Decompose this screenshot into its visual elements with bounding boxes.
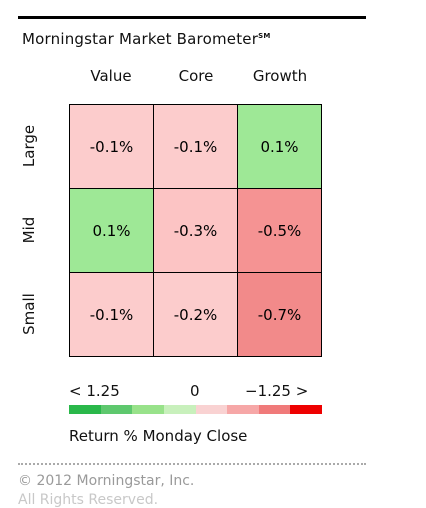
cell-value-label: -0.7% xyxy=(257,305,302,324)
cell-value-label: 0.1% xyxy=(92,221,131,240)
scale-swatch-5 xyxy=(195,405,228,414)
cell-value-label: 0.1% xyxy=(260,137,299,156)
cell-large-growth: 0.1% xyxy=(238,105,321,188)
scale-label-right: −1.25 > xyxy=(245,382,309,400)
row-header-mid: Mid xyxy=(20,216,38,244)
col-header-value: Value xyxy=(90,67,132,85)
widget-title: Morningstar Market BarometerSM xyxy=(22,30,271,48)
row-header-large: Large xyxy=(20,124,38,168)
top-rule xyxy=(18,16,366,19)
scale-swatch-4 xyxy=(163,405,196,414)
col-header-core: Core xyxy=(178,67,214,85)
caption: Return % Monday Close xyxy=(69,427,248,445)
scale-swatch-2 xyxy=(100,405,133,414)
cell-value-label: -0.2% xyxy=(173,305,218,324)
scale-swatch-1 xyxy=(69,405,101,414)
cell-large-value: -0.1% xyxy=(70,105,153,188)
cell-small-core: -0.2% xyxy=(154,273,237,356)
col-header-growth: Growth xyxy=(252,67,308,85)
cell-value-label: -0.3% xyxy=(173,221,218,240)
cell-value-label: -0.5% xyxy=(257,221,302,240)
barometer-grid: -0.1% -0.1% 0.1% 0.1% -0.3% -0.5% -0.1% -0.2% -0… xyxy=(69,104,322,357)
scale-swatch-6 xyxy=(227,405,259,414)
color-scale-bar xyxy=(69,405,322,414)
scale-label-mid: 0 xyxy=(190,382,200,400)
cell-mid-growth: -0.5% xyxy=(238,189,321,272)
cell-small-value: -0.1% xyxy=(70,273,153,356)
service-mark: SM xyxy=(258,32,271,40)
scale-swatch-3 xyxy=(132,405,164,414)
row-header-small: Small xyxy=(20,293,38,335)
cell-mid-core: -0.3% xyxy=(154,189,237,272)
copyright: © 2012 Morningstar, Inc. xyxy=(18,473,195,489)
cell-small-growth: -0.7% xyxy=(238,273,321,356)
scale-swatch-8 xyxy=(290,405,322,414)
cell-value-label: -0.1% xyxy=(89,137,134,156)
bottom-rule xyxy=(18,463,366,465)
cell-value-label: -0.1% xyxy=(89,305,134,324)
rights-notice: All Rights Reserved. xyxy=(18,492,159,508)
cell-value-label: -0.1% xyxy=(173,137,218,156)
cell-mid-value: 0.1% xyxy=(70,189,153,272)
widget-title-text: Morningstar Market Barometer xyxy=(22,30,259,48)
scale-label-left: < 1.25 xyxy=(69,382,120,400)
cell-large-core: -0.1% xyxy=(154,105,237,188)
scale-swatch-7 xyxy=(258,405,291,414)
